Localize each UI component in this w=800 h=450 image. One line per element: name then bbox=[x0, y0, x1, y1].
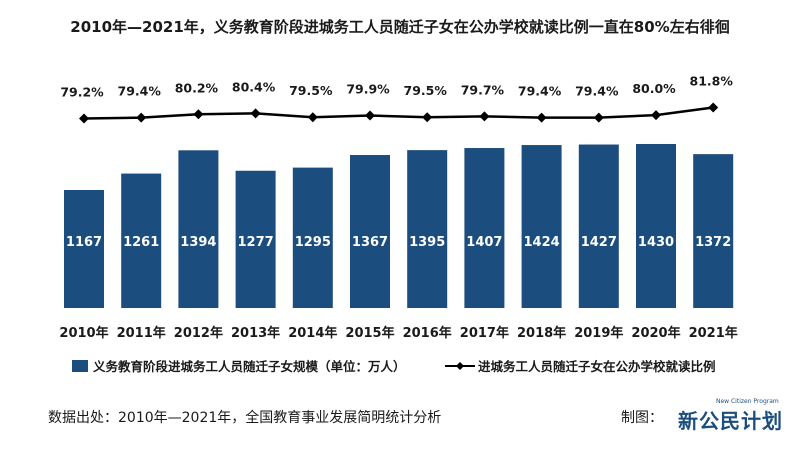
line-marker bbox=[193, 109, 204, 120]
bar-value-label: 1295 bbox=[295, 235, 331, 250]
bar-2010年 bbox=[64, 190, 104, 308]
line-marker bbox=[422, 112, 433, 123]
x-tick-label: 2020年 bbox=[631, 325, 680, 341]
line-series bbox=[79, 102, 719, 124]
line-value-label: 79.4% bbox=[118, 84, 162, 99]
line-marker bbox=[250, 108, 261, 119]
bar-2019年 bbox=[578, 144, 619, 308]
line-marker bbox=[708, 102, 719, 113]
bar-value-label: 1407 bbox=[466, 235, 502, 250]
bar-value-label: 1427 bbox=[581, 235, 617, 250]
line-marker bbox=[479, 111, 490, 122]
line-marker bbox=[651, 110, 661, 121]
bar-2017年 bbox=[464, 148, 505, 308]
data-source-note: 数据出处：2010年—2021年，全国教育事业发展简明统计分析 bbox=[48, 410, 442, 426]
x-tick-label: 2011年 bbox=[117, 325, 166, 341]
bar-value-label: 1394 bbox=[180, 235, 216, 250]
line-value-label: 81.8% bbox=[690, 74, 734, 89]
logo-text: 新公民计划 bbox=[678, 409, 783, 433]
x-tick-label: 2017年 bbox=[460, 325, 509, 341]
line-value-label: 79.5% bbox=[404, 83, 448, 98]
x-axis: 2010年 2011年 2012年 2013年 2014年 2015年 2016年 2017年… bbox=[59, 325, 737, 341]
bar-value-label: 1430 bbox=[638, 235, 674, 250]
bar-2013年 bbox=[235, 170, 276, 308]
line-marker bbox=[136, 112, 147, 123]
x-tick-label: 2021年 bbox=[689, 325, 738, 341]
bar-value-label: 1372 bbox=[695, 235, 731, 250]
maker-label: 制图： bbox=[621, 410, 663, 426]
bar-value-label: 1395 bbox=[409, 235, 445, 250]
bar-2020年 bbox=[636, 144, 676, 308]
line-marker bbox=[593, 112, 604, 123]
x-tick-label: 2019年 bbox=[574, 325, 623, 341]
bar-2011年 bbox=[121, 173, 162, 308]
x-tick-label: 2016年 bbox=[403, 325, 452, 341]
legend-marker-line bbox=[456, 362, 464, 370]
x-tick-label: 2018年 bbox=[517, 325, 566, 341]
bar-value-label: 1261 bbox=[123, 235, 159, 250]
legend: 义务教育阶段进城务工人员随迁子女规模（单位：万人） 进城务工人员随迁子女在公办学校… bbox=[72, 359, 716, 374]
bar-2015年 bbox=[350, 155, 390, 308]
bar-series bbox=[64, 144, 734, 308]
legend-swatch-bars bbox=[72, 360, 88, 372]
bar-value-label: 1367 bbox=[352, 235, 388, 250]
chart-title: 2010年—2021年，义务教育阶段进城务工人员随迁子女在公办学校就读比例一直在… bbox=[70, 18, 730, 36]
legend-label-line: 进城务工人员随迁子女在公办学校就读比例 bbox=[478, 359, 716, 374]
line-marker bbox=[536, 112, 547, 123]
bar-2021年 bbox=[693, 154, 734, 308]
x-tick-label: 2014年 bbox=[288, 325, 337, 341]
line-value-label: 79.7% bbox=[461, 82, 505, 97]
line-marker bbox=[307, 112, 318, 123]
bar-value-label: 1424 bbox=[524, 235, 560, 250]
bar-2012年 bbox=[178, 150, 219, 308]
bar-2014年 bbox=[292, 167, 333, 308]
bar-value-label: 1167 bbox=[66, 235, 102, 250]
line-value-label: 80.0% bbox=[632, 81, 676, 96]
line-value-label: 80.2% bbox=[175, 80, 219, 95]
x-tick-label: 2012年 bbox=[174, 325, 223, 341]
x-tick-label: 2010年 bbox=[59, 325, 108, 341]
legend-label-bars: 义务教育阶段进城务工人员随迁子女规模（单位：万人） bbox=[92, 359, 406, 374]
line-value-label: 79.9% bbox=[346, 82, 390, 97]
line-marker bbox=[79, 113, 89, 124]
x-tick-label: 2015年 bbox=[345, 325, 394, 341]
line-value-labels: 79.2% 79.4% 80.2% 80.4% 79.5% 79.9% 79.5% 79.7%… bbox=[60, 74, 733, 100]
line-value-label: 79.4% bbox=[575, 84, 619, 99]
line-marker bbox=[365, 110, 375, 121]
new-citizen-logo: New Citizen Program 新公民计划 bbox=[672, 396, 782, 436]
line-value-label: 79.4% bbox=[518, 84, 562, 99]
line-value-label: 79.2% bbox=[60, 85, 104, 100]
line-value-label: 80.4% bbox=[232, 79, 276, 94]
bar-value-label: 1277 bbox=[238, 235, 274, 250]
line-value-label: 79.5% bbox=[289, 83, 333, 98]
x-tick-label: 2013年 bbox=[231, 325, 280, 341]
bar-value-labels: 1167 1261 1394 1277 1295 1367 1395 1407 1424 1427… bbox=[66, 235, 731, 250]
ratio-line bbox=[83, 106, 714, 120]
bar-2016年 bbox=[407, 150, 448, 308]
logo-subtitle: New Citizen Program bbox=[716, 398, 779, 405]
bar-2018年 bbox=[521, 145, 562, 308]
